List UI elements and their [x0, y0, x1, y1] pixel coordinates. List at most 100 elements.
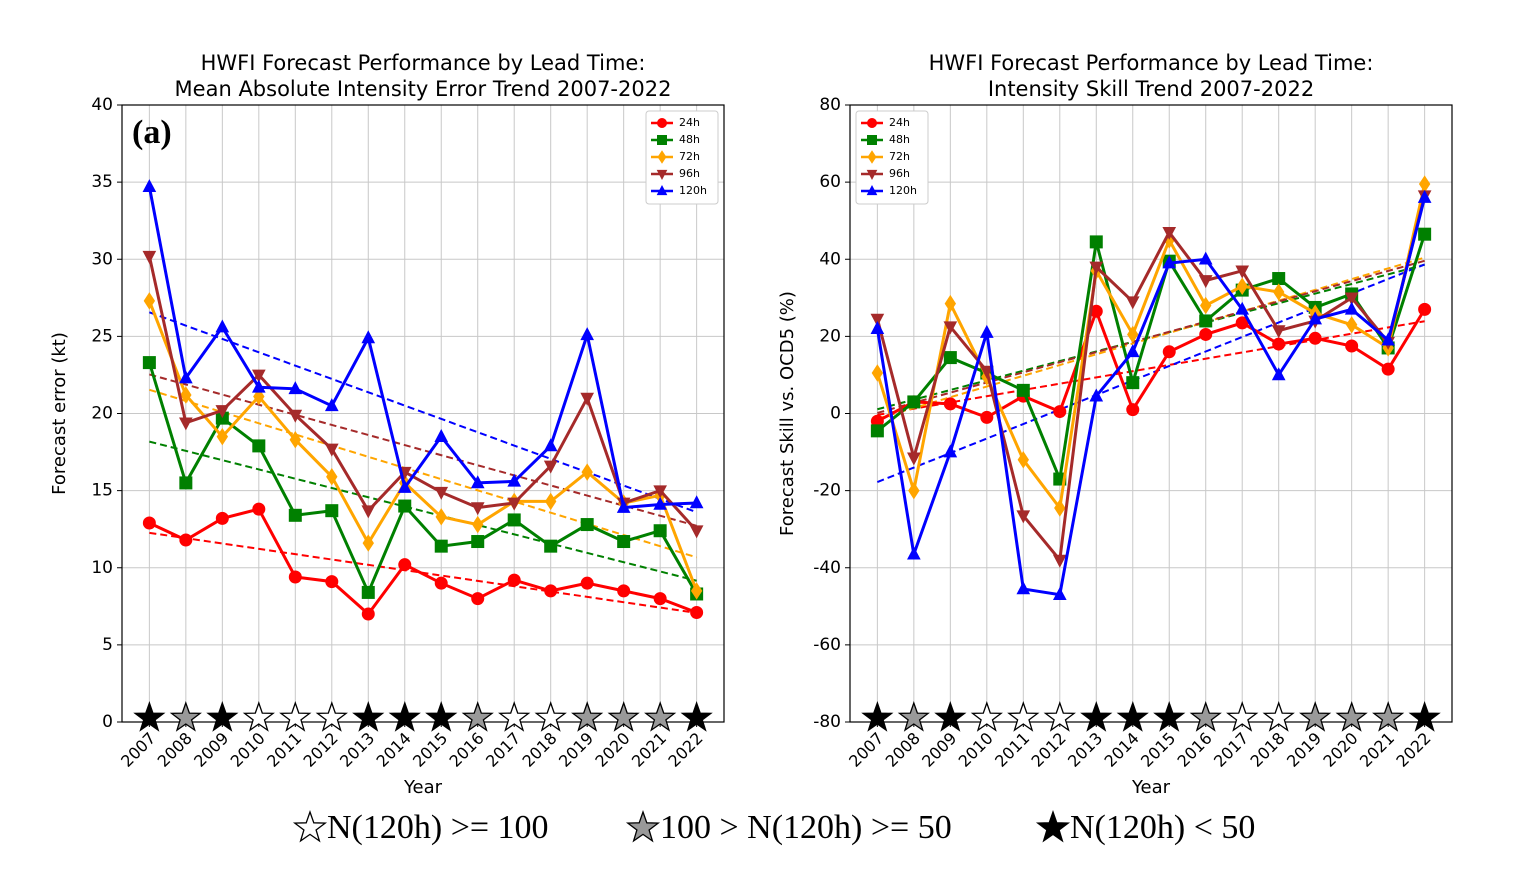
- trend-line: [149, 311, 697, 514]
- marker: [361, 330, 376, 344]
- series-line: [876, 306, 1426, 423]
- legend-label: 72h: [889, 150, 910, 163]
- x-tick-label: 2019: [1283, 729, 1325, 771]
- legend-label: 120h: [889, 184, 917, 197]
- marker: [251, 369, 266, 383]
- marker: [142, 179, 157, 193]
- marker: [507, 513, 521, 527]
- marker: [361, 607, 375, 621]
- sample-star: [169, 701, 202, 732]
- x-tick-label: 2011: [991, 729, 1033, 771]
- sample-star: [461, 701, 494, 732]
- marker: [690, 605, 704, 619]
- sample-star: [352, 701, 385, 732]
- marker: [943, 351, 957, 365]
- x-tick-label: 2016: [446, 729, 488, 771]
- series-line: [875, 197, 1427, 597]
- marker: [870, 313, 885, 327]
- marker: [1198, 251, 1213, 265]
- sample-star: [279, 701, 312, 732]
- x-tick-label: 2021: [628, 729, 670, 771]
- sample-star: [1372, 701, 1405, 732]
- marker: [1272, 283, 1285, 301]
- marker: [907, 546, 921, 560]
- sample-star: [680, 701, 713, 732]
- marker: [507, 473, 522, 487]
- legend-label: 24h: [679, 116, 700, 129]
- marker: [908, 481, 920, 500]
- marker: [1418, 302, 1432, 316]
- sample-star: [1408, 701, 1441, 732]
- x-tick-label: 2014: [373, 729, 415, 771]
- legend-star: [1035, 810, 1071, 843]
- marker: [1089, 261, 1104, 275]
- marker: [979, 324, 994, 338]
- marker: [142, 516, 156, 530]
- y-tick-label: 25: [91, 326, 113, 346]
- y-tick-label: 20: [91, 404, 113, 424]
- marker: [398, 558, 412, 572]
- marker: [434, 539, 448, 553]
- y-tick-label: 20: [819, 326, 841, 346]
- sample-star: [644, 701, 677, 732]
- sample-star: [970, 701, 1003, 732]
- x-tick-label: 2017: [1210, 729, 1252, 771]
- x-tick-label: 2010: [227, 729, 269, 771]
- marker: [1017, 451, 1030, 469]
- sample-star: [897, 701, 930, 732]
- sample-star: [315, 701, 348, 732]
- series-line: [147, 186, 697, 510]
- marker: [1418, 175, 1431, 193]
- marker: [1417, 189, 1432, 203]
- marker: [1125, 296, 1140, 310]
- marker: [1308, 331, 1322, 345]
- marker: [1162, 345, 1176, 359]
- marker: [1381, 332, 1395, 346]
- legend-label: 48h: [889, 133, 910, 146]
- x-tick-label: 2020: [591, 729, 633, 771]
- sample-star: [388, 701, 421, 732]
- trend-line: [149, 388, 697, 559]
- marker: [656, 169, 668, 181]
- marker: [544, 539, 558, 553]
- y-tick-label: -20: [813, 481, 841, 501]
- marker: [215, 319, 230, 333]
- marker: [143, 292, 156, 310]
- legend-label: 72h: [679, 150, 700, 163]
- marker: [325, 575, 339, 589]
- y-tick-label: 60: [819, 172, 841, 192]
- chart-title: Mean Absolute Intensity Error Trend 2007…: [175, 77, 672, 101]
- marker: [544, 492, 557, 511]
- y-tick-label: 5: [102, 635, 113, 655]
- trend-line: [149, 440, 697, 582]
- legend-label: 100 > N(120h) >= 50: [660, 809, 952, 846]
- legend-label: 96h: [889, 167, 910, 180]
- marker: [1199, 327, 1213, 341]
- x-tick-label: 2007: [845, 729, 887, 771]
- marker: [326, 468, 338, 486]
- marker: [580, 392, 595, 406]
- legend-box: [855, 110, 929, 205]
- chart-title: HWFI Forecast Performance by Lead Time:: [929, 51, 1374, 75]
- marker: [653, 496, 667, 510]
- x-tick-label: 2015: [1137, 729, 1179, 771]
- y-tick-label: 80: [819, 95, 841, 115]
- marker: [907, 452, 921, 466]
- marker: [397, 479, 412, 493]
- marker: [252, 439, 266, 453]
- marker: [179, 417, 193, 431]
- marker: [1125, 344, 1140, 358]
- sample-star: [242, 701, 275, 732]
- marker: [871, 364, 884, 382]
- series-line: [147, 255, 698, 532]
- marker: [943, 444, 958, 458]
- x-axis-label: Year: [403, 777, 443, 798]
- marker: [653, 592, 667, 606]
- marker: [288, 409, 303, 423]
- marker: [288, 508, 302, 522]
- sample-star: [1189, 701, 1222, 732]
- marker: [1345, 316, 1358, 334]
- marker: [216, 427, 229, 446]
- marker: [1344, 292, 1359, 306]
